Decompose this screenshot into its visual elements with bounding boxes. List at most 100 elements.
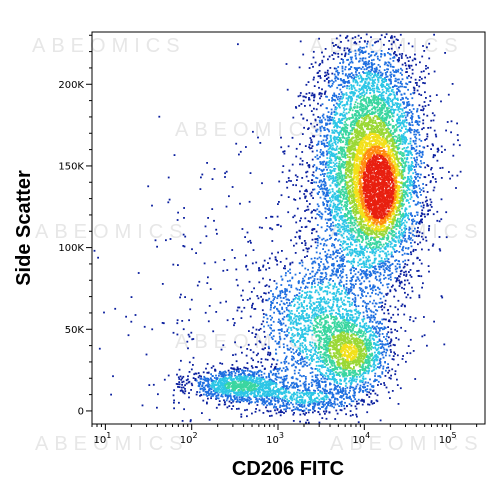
event-dot	[204, 388, 207, 391]
event-dot	[329, 227, 332, 230]
event-dot	[305, 273, 307, 276]
event-dot	[130, 320, 133, 323]
event-dot	[274, 256, 277, 259]
event-dot	[302, 360, 305, 363]
event-dot	[260, 323, 263, 326]
event-dot	[297, 363, 300, 365]
event-dot	[313, 125, 316, 128]
event-dot	[387, 253, 390, 256]
event-dot	[333, 383, 336, 386]
event-dot	[420, 77, 423, 80]
event-dot	[300, 409, 302, 411]
event-dot	[321, 51, 323, 54]
event-dot	[317, 263, 320, 265]
event-dot	[317, 291, 320, 294]
event-dot	[254, 343, 257, 346]
event-dot	[306, 119, 308, 122]
event-dot	[343, 85, 346, 88]
event-dot	[389, 273, 392, 276]
event-dot	[399, 85, 402, 88]
event-dot	[299, 347, 301, 350]
event-dot	[391, 368, 394, 371]
event-dot	[331, 129, 334, 132]
event-dot	[371, 69, 373, 71]
event-dot	[350, 398, 352, 401]
event-dot	[372, 76, 375, 78]
event-dot	[324, 182, 327, 184]
event-dot	[412, 184, 415, 187]
event-dot	[320, 179, 322, 182]
event-dot	[145, 353, 148, 356]
event-dot	[274, 340, 277, 343]
event-dot	[395, 53, 397, 56]
event-dot	[364, 57, 367, 60]
event-dot	[279, 337, 282, 340]
event-dot	[334, 77, 336, 80]
event-dot	[367, 326, 370, 329]
event-dot	[296, 334, 299, 337]
event-dot	[358, 388, 361, 390]
event-dot	[273, 329, 275, 332]
event-dot	[371, 331, 374, 333]
event-dot	[416, 231, 418, 234]
event-dot	[331, 292, 334, 295]
event-dot	[245, 367, 247, 369]
event-dot	[225, 371, 227, 374]
event-dot	[424, 139, 426, 141]
event-dot	[407, 217, 409, 219]
event-dot	[290, 239, 292, 242]
event-dot	[312, 407, 315, 410]
event-dot	[305, 355, 308, 358]
event-dot	[295, 221, 298, 224]
event-dot	[321, 121, 323, 123]
event-dot	[367, 302, 370, 305]
event-dot	[337, 78, 339, 80]
event-dot	[295, 328, 298, 330]
event-dot	[376, 271, 378, 273]
event-dot	[329, 166, 332, 168]
event-dot	[436, 159, 439, 162]
event-dot	[333, 389, 336, 391]
event-dot	[363, 323, 366, 325]
event-dot	[195, 393, 198, 396]
event-dot	[347, 77, 349, 79]
event-dot	[337, 73, 340, 76]
event-dot	[397, 70, 399, 73]
event-dot	[243, 366, 246, 369]
event-dot	[350, 262, 353, 265]
event-dot	[292, 356, 295, 358]
event-dot	[214, 388, 217, 391]
event-dot	[303, 193, 306, 195]
event-dot	[335, 233, 338, 236]
event-dot	[308, 146, 310, 149]
event-dot	[418, 231, 421, 234]
event-dot	[398, 241, 401, 244]
event-dot	[259, 341, 262, 344]
event-dot	[346, 47, 349, 50]
event-dot	[292, 300, 295, 302]
event-dot	[267, 410, 270, 413]
event-dot	[308, 92, 311, 94]
event-dot	[393, 288, 396, 291]
event-dot	[163, 378, 166, 381]
event-dot	[414, 163, 417, 166]
event-dot	[409, 192, 412, 194]
event-dot	[355, 42, 358, 45]
event-dot	[410, 148, 413, 150]
event-dot	[374, 378, 377, 381]
event-dot	[378, 69, 381, 72]
event-dot	[452, 154, 455, 157]
event-dot	[212, 365, 215, 368]
event-dot	[320, 400, 322, 403]
event-dot	[341, 400, 343, 403]
event-dot	[328, 284, 331, 286]
event-dot	[281, 387, 284, 390]
event-dot	[385, 369, 387, 372]
event-dot	[329, 140, 332, 142]
event-dot	[324, 166, 327, 169]
event-dot	[251, 332, 254, 334]
event-dot	[246, 348, 249, 350]
event-dot	[306, 282, 309, 284]
event-dot	[298, 292, 301, 295]
event-dot	[282, 403, 285, 406]
